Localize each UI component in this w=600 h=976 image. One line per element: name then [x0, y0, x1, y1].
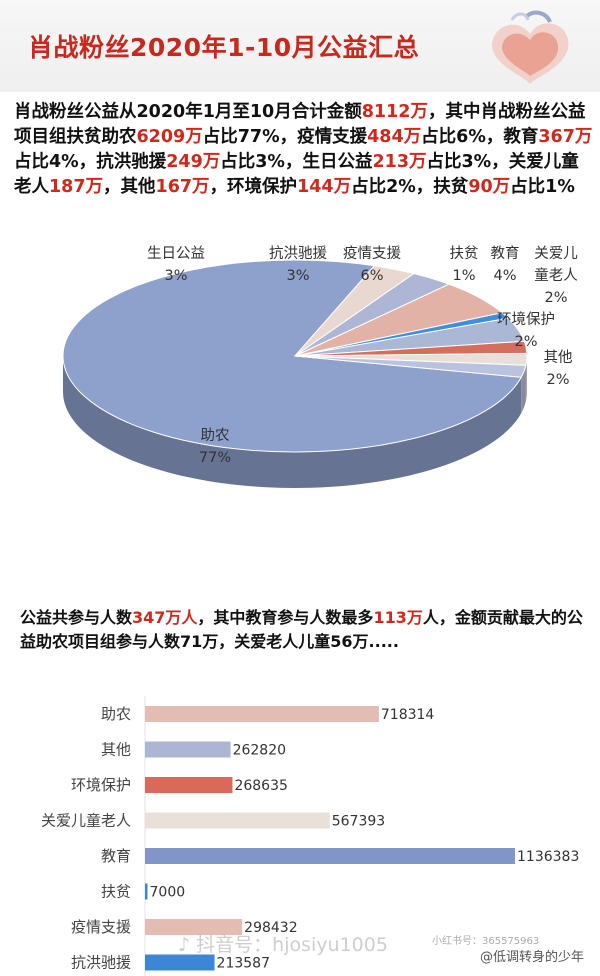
pie-percent: 2%: [544, 290, 567, 306]
highlight-value: 144万: [297, 177, 352, 197]
text-span: 人，金额贡献最大的公益助农项目组参与人数71万，关爱老人儿童56万.....: [20, 608, 583, 651]
highlight-value: 167万: [155, 177, 210, 197]
text-span: 肖战粉丝公益从2020年1月至10月合计金额: [14, 102, 362, 122]
pie-slice-助农: [62, 259, 523, 453]
pie-labels: 助农 77% 生日公益 3% 抗洪驰援 3% 疫情支援 6% 扶贫 1% 教育 4% 关爱儿童老人 2% 环…: [147, 245, 578, 466]
text-span: 占比3%，生日公益: [220, 152, 373, 172]
bar-环境保护: [145, 777, 233, 793]
text-span: 占比6%，教育: [421, 127, 539, 147]
pie-percent: 3%: [286, 268, 309, 284]
pie-percent: 77%: [199, 450, 231, 466]
bar-value-label: 298432: [244, 920, 297, 936]
pie-percent: 4%: [493, 268, 516, 284]
pie-percent: 2%: [546, 372, 569, 388]
text-span: ，其中肖战粉丝公益项目组扶贫助农: [14, 102, 586, 147]
pie-side-其他: [521, 365, 526, 414]
bar-关爱儿童老人: [145, 812, 330, 829]
bar-category-label: 关爱儿童老人: [41, 812, 131, 830]
pie-label: 扶贫: [450, 245, 479, 262]
weibo-watermark: @低调转身的少年: [480, 946, 585, 965]
decorative-heart-illustration: [492, 10, 569, 85]
participants-paragraph: 公益共参与人数347万人，其中教育参与人数最多113万人，金额贡献最大的公益助农…: [20, 606, 595, 654]
bar-category-label: 疫情支援: [71, 918, 131, 936]
highlight-value: 113万: [373, 608, 423, 627]
bar-value-label: 213587: [217, 956, 270, 972]
bar-chart: 助农 718314 其他 262820 环境保护 268635 关爱儿童老人 567393 教育…: [41, 696, 579, 976]
bar-category-label: 助农: [101, 705, 131, 723]
bar-value-label: 1136383: [517, 849, 579, 865]
text-span: ，其中教育参与人数最多: [197, 608, 374, 627]
pie-chart: 助农 77% 生日公益 3% 抗洪驰援 3% 疫情支援 6% 扶贫 1% 教育 4% 关爱儿童老人 2% 环…: [62, 245, 578, 489]
highlight-value: 8112万: [361, 102, 428, 122]
bar-value-label: 567393: [332, 814, 385, 830]
bar-category-label: 教育: [101, 847, 131, 865]
bar-category-label: 扶贫: [101, 883, 131, 901]
pie-label: 其他: [544, 349, 573, 366]
pie-percent: 3%: [164, 268, 187, 284]
bar-其他: [145, 741, 231, 758]
pie-percent: 6%: [360, 268, 383, 284]
page-title: 肖战粉丝2020年1-10月公益汇总: [28, 33, 420, 62]
bar-value-label: 7000: [150, 885, 186, 901]
pie-label: 环境保护: [497, 310, 555, 328]
highlight-value: 249万: [166, 152, 221, 172]
highlight-value: 213万: [372, 152, 427, 172]
bar-助农: [145, 706, 379, 722]
bar-扶贫: [145, 883, 148, 900]
bar-教育: [145, 848, 515, 864]
text-span: 公益共参与人数: [20, 608, 133, 627]
summary-paragraph: 肖战粉丝公益从2020年1月至10月合计金额8112万，其中肖战粉丝公益项目组扶…: [14, 100, 594, 200]
text-span: 占比1%: [510, 177, 575, 197]
pie-label: 教育: [491, 245, 520, 262]
text-span: 占比2%，扶贫: [351, 177, 469, 197]
highlight-value: 484万: [367, 127, 422, 147]
pie-side-助农: [62, 356, 522, 489]
pie-side-环境保护: [525, 356, 527, 402]
text-span: 占比4%，抗洪驰援: [14, 152, 167, 172]
pie-label: 疫情支援: [343, 245, 401, 262]
text-span: ，环境保护: [209, 177, 298, 197]
text-span: 占比77%，疫情支援: [202, 127, 368, 147]
highlight-value: 90万: [468, 177, 511, 197]
pie-label: 生日公益: [147, 245, 205, 262]
pie-label: 关爱儿: [534, 245, 578, 262]
bar-category-label: 其他: [101, 741, 131, 759]
highlight-value: 347万人: [132, 608, 198, 627]
bar-疫情支援: [145, 919, 243, 935]
highlight-value: 187万: [49, 177, 104, 197]
pie-label: 助农: [201, 427, 230, 444]
pie-label-line2: 童老人: [534, 266, 578, 284]
bar-抗洪驰援: [145, 954, 215, 971]
text-span: 占比3%，关爱儿童老人: [14, 152, 579, 197]
bar-value-label: 718314: [381, 707, 435, 723]
bar-value-label: 262820: [233, 743, 286, 759]
highlight-value: 367万: [538, 127, 593, 147]
bar-category-label: 环境保护: [71, 776, 131, 794]
pie-slice-其他: [294, 355, 527, 378]
highlight-value: 6209万: [136, 127, 203, 147]
pie-percent: 1%: [452, 268, 475, 284]
pie-label: 抗洪驰援: [269, 245, 327, 262]
pie-percent: 2%: [514, 334, 537, 350]
xiaohongshu-watermark: 小红书号：365575963: [432, 936, 540, 947]
pie-top: [62, 259, 528, 453]
bar-value-label: 268635: [234, 778, 287, 794]
bar-category-label: 抗洪驰援: [71, 954, 131, 972]
pie-sides: [62, 356, 527, 489]
text-span: ，其他: [103, 177, 156, 197]
douyin-watermark: ♪ 抖音号：hjosiyu1005: [178, 934, 388, 956]
